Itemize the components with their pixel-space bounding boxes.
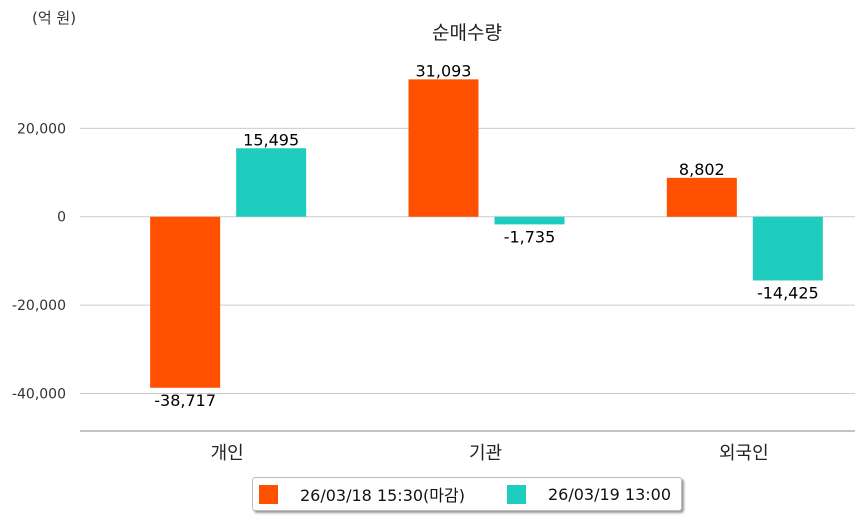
chart-title: 순매수량 [432, 22, 502, 44]
legend: 26/03/18 15:30(마감) 26/03/19 13:00 [252, 477, 682, 511]
x-tick-label: 외국인 [719, 443, 769, 464]
legend-item-series-1[interactable]: 26/03/18 15:30(마감) [253, 482, 501, 506]
legend-item-series-2[interactable]: 26/03/19 13:00 [501, 484, 672, 504]
data-label: 15,495 [243, 130, 299, 149]
data-label: 31,093 [416, 61, 472, 80]
bar[interactable] [666, 177, 737, 217]
legend-swatch [506, 484, 526, 504]
legend-label: 26/03/18 15:30(마감) [300, 486, 465, 505]
unit-label: (억 원) [32, 9, 76, 27]
bar[interactable] [494, 216, 565, 225]
data-label: -1,735 [504, 227, 556, 246]
data-label: 8,802 [679, 160, 725, 179]
legend-swatch [259, 484, 278, 504]
x-tick-label: 기관 [469, 443, 502, 464]
bar[interactable] [150, 216, 221, 388]
x-tick-label: 개인 [211, 443, 244, 464]
data-label: -14,425 [757, 283, 819, 302]
data-label: -38,717 [154, 391, 216, 410]
bar[interactable] [236, 148, 307, 217]
bar[interactable] [408, 79, 479, 217]
y-tick-label: 20,000 [17, 121, 66, 137]
y-tick-label: -20,000 [12, 298, 66, 314]
bar[interactable] [752, 216, 823, 281]
y-tick-label: -40,000 [12, 386, 66, 402]
legend-label: 26/03/19 13:00 [547, 484, 672, 504]
y-tick-label: 0 [57, 210, 66, 226]
